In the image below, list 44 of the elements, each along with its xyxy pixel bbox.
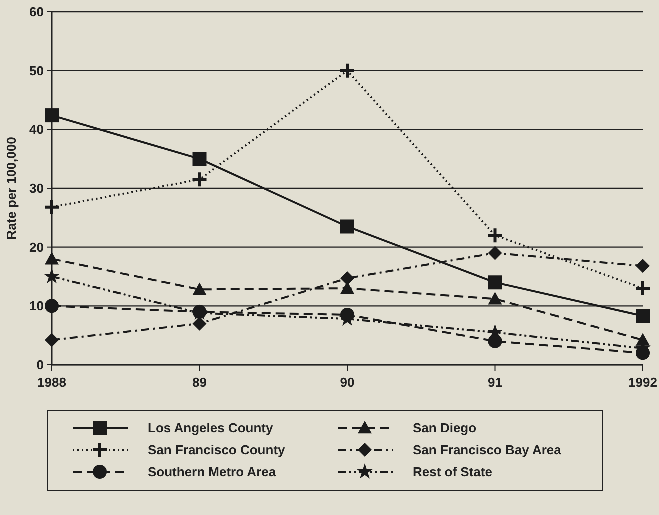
legend-label: San Diego [413, 420, 477, 436]
legend-label: San Francisco County [148, 442, 286, 458]
point [636, 346, 650, 360]
point [192, 152, 207, 166]
y-tick-label: 40 [30, 122, 44, 138]
x-tick-label: 89 [192, 375, 207, 390]
y-tick-label: 0 [36, 358, 44, 373]
x-tick-label: 1988 [38, 375, 66, 390]
point [340, 220, 354, 234]
point [44, 198, 60, 216]
y-tick-label: 30 [30, 181, 44, 196]
point [636, 259, 650, 274]
point [192, 282, 207, 296]
y-tick-label: 20 [30, 240, 44, 255]
point [45, 333, 59, 348]
legend-label: Rest of State [413, 464, 492, 480]
point [488, 276, 502, 290]
point [488, 246, 502, 260]
y-axis-title: Rate per 100,000 [4, 137, 19, 240]
point [45, 252, 59, 265]
legend-label: Southern Metro Area [148, 464, 277, 480]
point [192, 316, 207, 331]
point [44, 268, 60, 284]
legend-label: San Francisco Bay Area [413, 442, 562, 458]
x-tick-label: 91 [488, 375, 502, 390]
x-tick-label: 90 [340, 375, 355, 390]
point [488, 292, 502, 305]
y-tick-label: 10 [30, 298, 44, 314]
point [488, 334, 502, 348]
point [340, 308, 354, 322]
point [192, 305, 207, 320]
legend-label: Los Angeles County [148, 420, 274, 436]
point [636, 309, 650, 324]
point [45, 108, 59, 123]
point [45, 299, 59, 314]
point [191, 171, 208, 188]
y-tick-label: 60 [30, 4, 44, 20]
point [486, 227, 504, 244]
point [339, 62, 356, 80]
point [340, 272, 354, 286]
point [636, 333, 650, 346]
y-tick-label: 50 [30, 63, 44, 78]
point [634, 280, 652, 298]
x-tick-label: 1992 [628, 375, 658, 390]
